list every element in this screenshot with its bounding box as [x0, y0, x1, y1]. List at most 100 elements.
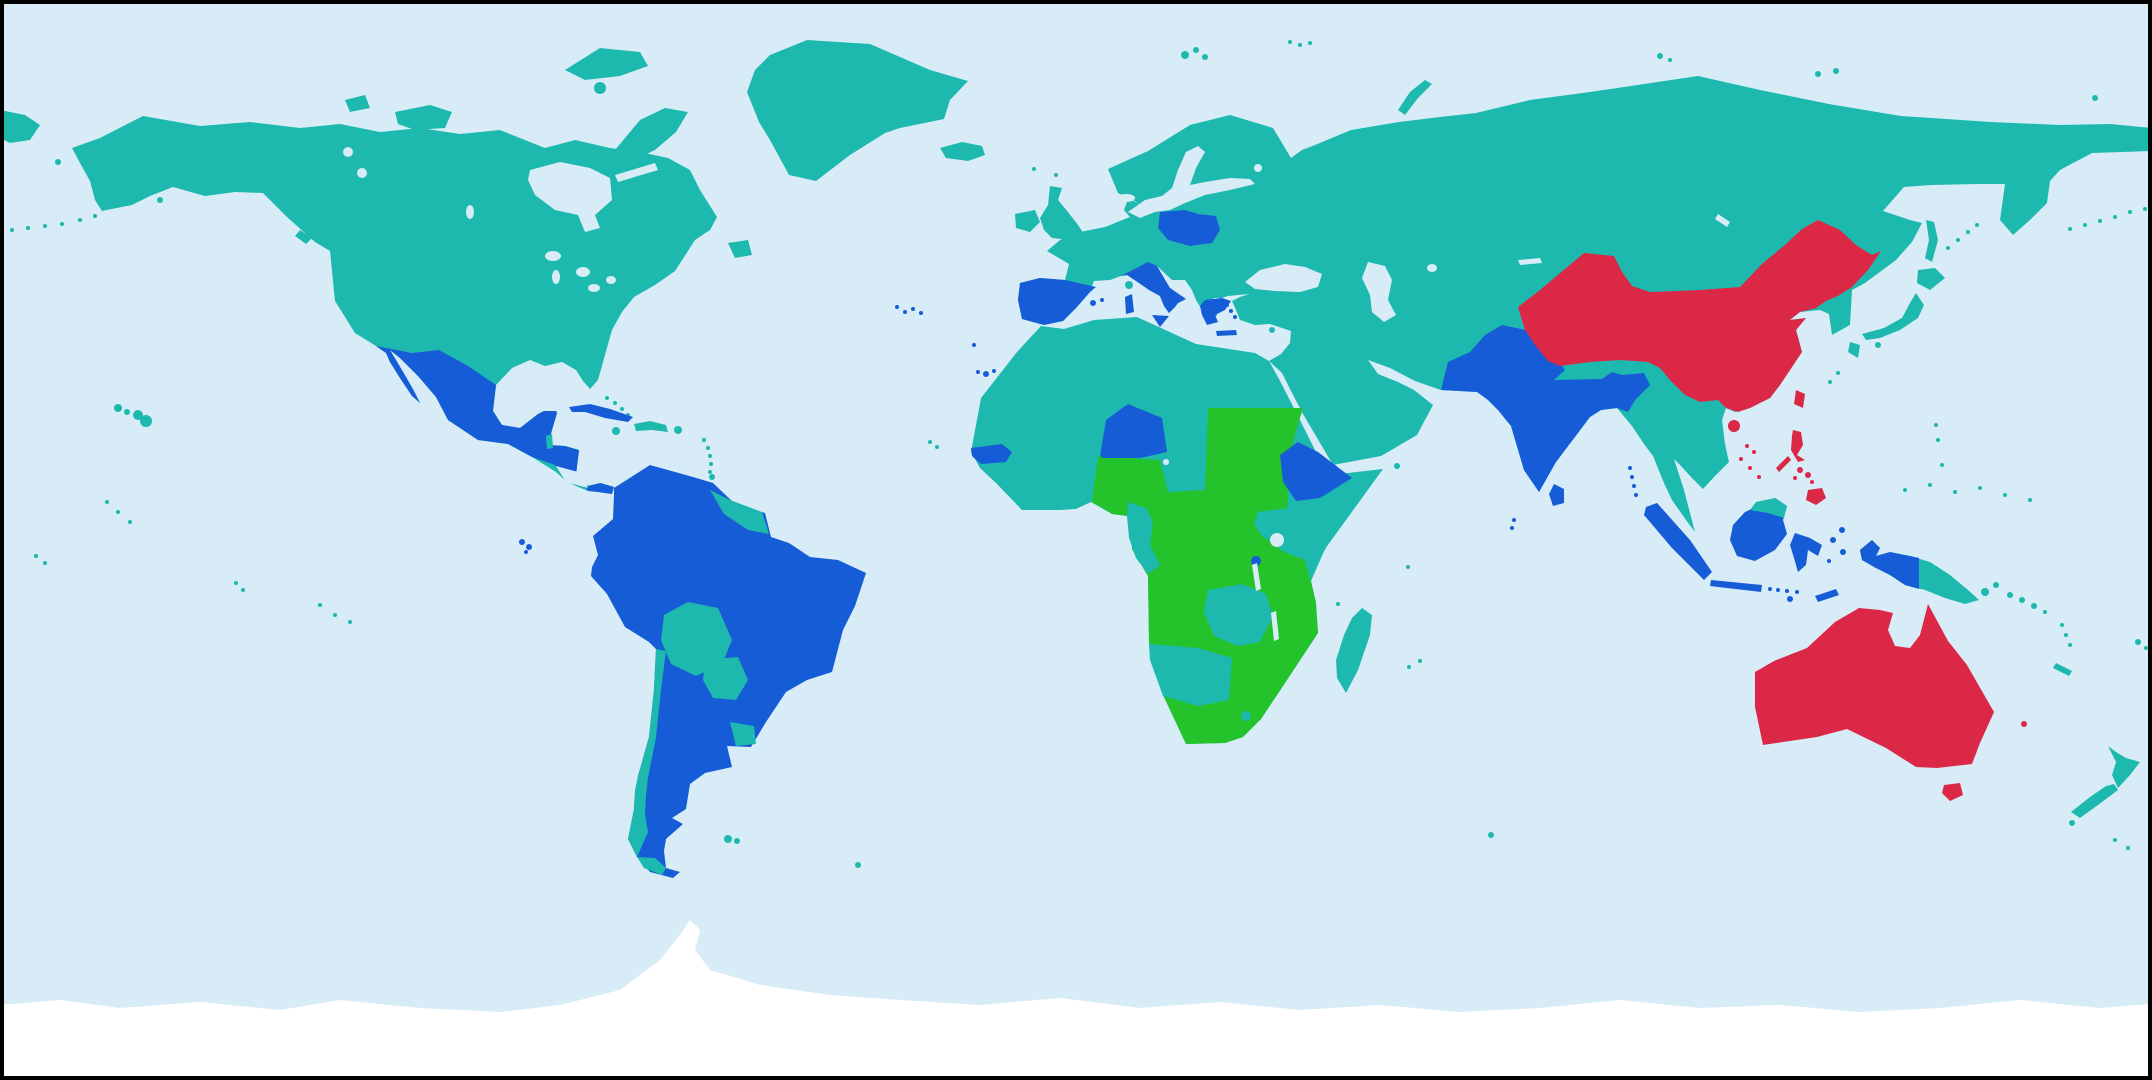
- stewart-island-speck: [2069, 820, 2075, 826]
- okinawa-speck: [1828, 380, 1832, 384]
- aleutian-speck: [2083, 223, 2087, 227]
- kyushu-shape: [1848, 342, 1860, 358]
- cyprus-speck: [1269, 327, 1275, 333]
- kuril-speck: [1966, 230, 1970, 234]
- south-china-sea-speck: [1745, 444, 1749, 448]
- interior-waters: [343, 146, 1730, 641]
- visayas-speck: [1810, 480, 1814, 484]
- kenya-uganda-shape: [1254, 507, 1326, 560]
- maldives-speck: [1512, 518, 1516, 522]
- falkland-speck: [724, 835, 732, 843]
- micronesia-speck: [1928, 483, 1932, 487]
- jamaica-speck: [612, 427, 620, 435]
- victoria-island-shape: [395, 105, 452, 130]
- antilles-speck: [708, 470, 712, 474]
- bolivia-shape: [661, 602, 732, 676]
- ireland-shape: [1015, 210, 1040, 232]
- subantarctic-speck: [2126, 846, 2130, 850]
- bahamas-speck: [620, 407, 624, 411]
- aleutian-speck: [10, 228, 14, 232]
- hokkaido-shape: [1917, 268, 1945, 290]
- aleutian-speck: [2128, 210, 2132, 214]
- antilles-speck: [702, 438, 706, 442]
- chile-shape: [628, 649, 666, 857]
- pacific-speck: [105, 500, 109, 504]
- halmahera-speck: [1839, 527, 1845, 533]
- new-zealand-south-island-shape: [2071, 784, 2118, 818]
- great-bear-lake: [343, 147, 353, 157]
- svalbard-speck: [1181, 51, 1189, 59]
- caspian-sea: [1362, 262, 1396, 322]
- iberia-shape: [1018, 278, 1096, 325]
- micronesia-speck: [2003, 493, 2007, 497]
- antilles-speck: [709, 462, 713, 466]
- teal-pocket-countries: [546, 281, 1787, 875]
- aegean-speck: [1233, 315, 1237, 319]
- antilles-speck: [706, 446, 710, 450]
- hudson-strait: [615, 163, 658, 182]
- lake-baikal: [1715, 214, 1730, 227]
- azores-speck: [911, 307, 915, 311]
- zambia-malawi-shape: [1204, 584, 1273, 646]
- panama-shape: [586, 483, 614, 494]
- new-britain-speck: [1993, 582, 1999, 588]
- marianas-speck: [1936, 438, 1940, 442]
- subantarctic-speck: [2113, 838, 2117, 842]
- fiji-speck: [2144, 646, 2148, 650]
- lake-balkhash: [1518, 258, 1542, 265]
- franz-josef-speck: [1288, 40, 1292, 44]
- polynesia-speck: [348, 620, 352, 624]
- lesotho-shape: [1241, 711, 1251, 721]
- solomon-speck: [2019, 597, 2025, 603]
- hispaniola-shape: [634, 421, 668, 432]
- ethiopia-shape: [1280, 442, 1352, 501]
- south-china-sea-speck: [1757, 475, 1761, 479]
- aleutian-speck: [2098, 219, 2102, 223]
- galapagos-speck: [526, 544, 532, 550]
- corsica-speck: [1125, 281, 1133, 289]
- timor-shape: [1815, 589, 1839, 602]
- devon-island-speck: [594, 82, 606, 94]
- aleutian-speck: [60, 222, 64, 226]
- banks-island-shape: [345, 95, 370, 112]
- sakhalin-shape: [1925, 220, 1938, 262]
- micronesia-speck: [2028, 498, 2032, 502]
- pacific-speck: [34, 554, 38, 558]
- solomon-speck: [2031, 603, 2037, 609]
- cuba-shape: [569, 404, 633, 422]
- kuril-speck: [1975, 223, 1979, 227]
- lesser-sunda-speck: [1768, 587, 1772, 591]
- lake-malawi: [1271, 611, 1279, 641]
- kuril-speck: [1946, 246, 1950, 250]
- mauritius-speck: [1418, 659, 1422, 663]
- malaysia-borneo-shape: [1750, 498, 1787, 518]
- hawaii-speck: [124, 409, 130, 415]
- aleutian-speck: [93, 214, 97, 218]
- antarctica-shape: [0, 920, 2152, 1080]
- hudson-bay: [528, 162, 612, 232]
- wrangel-speck: [2092, 95, 2098, 101]
- lake-huron: [576, 267, 590, 277]
- ellesmere-island-shape: [565, 48, 648, 80]
- sardinia-shape: [1125, 294, 1134, 314]
- mindanao-shape: [1806, 488, 1826, 505]
- sumba-speck: [1787, 596, 1793, 602]
- sri-lanka-shape: [1549, 484, 1564, 506]
- seychelles-speck: [1406, 565, 1410, 569]
- severnaya-zemlya-speck: [1668, 58, 1672, 62]
- moluccas-speck: [1830, 537, 1836, 543]
- south-georgia-speck: [855, 862, 861, 868]
- aleutian-speck: [2068, 227, 2072, 231]
- andaman-speck: [1630, 475, 1634, 479]
- poland-shape: [1158, 210, 1220, 246]
- africa-green-belt-shape: [1092, 408, 1318, 744]
- teal-island-specks: [10, 40, 2148, 868]
- bahamas-speck: [613, 401, 617, 405]
- uruguay-shape: [730, 722, 756, 746]
- australia-shape: [1755, 604, 1994, 768]
- italy-shape: [1121, 262, 1186, 313]
- palawan-shape: [1776, 456, 1791, 472]
- guam-speck: [1940, 463, 1944, 467]
- west-papua-shape: [1860, 540, 1919, 589]
